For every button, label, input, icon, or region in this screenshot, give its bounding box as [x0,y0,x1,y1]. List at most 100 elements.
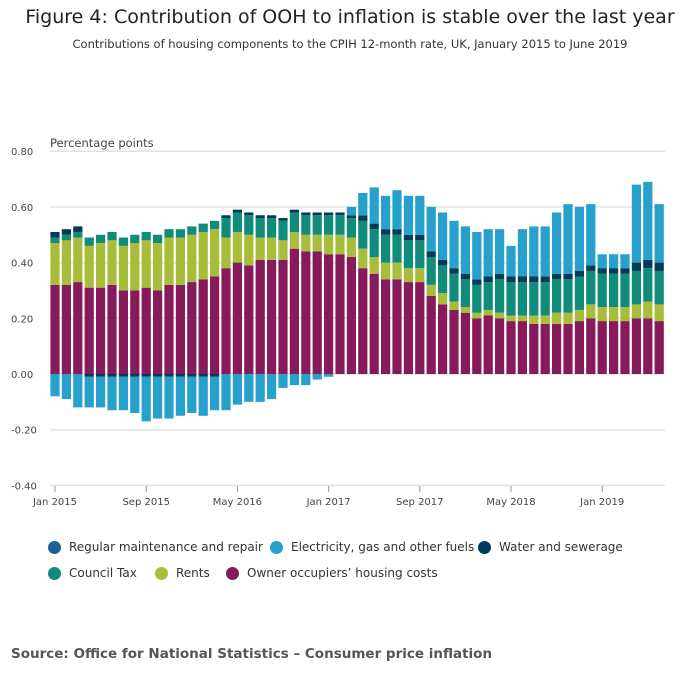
bar-segment [609,254,619,269]
bar-segment [118,237,128,246]
bar-segment [335,254,345,374]
bar-segment [324,374,334,377]
bar-segment [369,229,379,258]
bar-segment [369,187,379,224]
bar-segment [643,301,653,319]
bar-segment [460,307,470,313]
bar-segment [631,262,641,271]
bar-segment [483,315,493,374]
bar-segment [244,374,254,402]
legend-item[interactable]: Council Tax [48,566,137,580]
bar-segment [198,279,208,374]
bar-segment [460,226,470,274]
bar-segment [517,282,527,316]
bar-segment [61,240,71,285]
bar-segment [153,376,163,419]
bar-segment [460,312,470,374]
legend-swatch-icon [270,540,283,554]
bar-segment [164,229,174,238]
bar-segment [597,273,607,308]
legend-item[interactable]: Regular maintenance and repair [48,540,263,554]
bar-segment [210,374,220,377]
bar-segment [597,254,607,269]
bar-segment [324,215,334,235]
bar-segment [540,315,550,324]
bar-segment [96,374,106,377]
bar-segment [506,245,516,277]
bar-segment [540,276,550,283]
bar-segment [312,212,322,216]
legend-label: Council Tax [69,566,137,580]
bar-segment [381,262,391,280]
bar-segment [609,273,619,308]
bar-segment [187,376,197,413]
bar-segment [574,276,584,310]
x-tick-label: Sep 2017 [396,497,443,508]
legend-item[interactable]: Electricity, gas and other fuels [270,540,474,554]
bar-segment [563,312,573,324]
bar-segment [426,257,436,285]
bar-segment [210,376,220,411]
bar-segment [381,195,391,230]
legend-item[interactable]: Water and sewerage [478,540,623,554]
bar-segment [141,231,151,241]
bar-segment [84,245,94,288]
bar-segment [267,374,277,400]
bar-segment [210,276,220,374]
bar-segment [346,218,356,238]
bar-segment [403,268,413,283]
bar-segment [403,195,413,235]
bar-segment [369,223,379,230]
bar-segment [278,218,288,221]
bar-segment [187,282,197,374]
bar-segment [50,284,60,374]
bar-segment [506,276,516,283]
bar-segment [483,309,493,316]
bar-segment [221,215,231,219]
bar-segment [529,226,539,277]
bar-segment [164,284,174,374]
bar-segment [449,309,459,374]
bar-segment [472,312,482,319]
bar-segment [620,321,630,374]
bar-segment [73,282,83,374]
y-tick-label: 0.60 [11,203,33,214]
bar-segment [84,376,94,408]
bar-segment [460,279,470,308]
legend-item[interactable]: Rents [155,566,210,580]
bar-segment [472,279,482,285]
bar-segment [403,234,413,241]
bar-segment [232,262,242,374]
bar-segment [244,212,254,216]
bar-segment [118,290,128,374]
bar-segment [50,243,60,285]
bar-segment [301,215,311,235]
bar-segment [221,237,231,269]
y-tick-label: -0.20 [11,426,37,437]
bar-segment [483,276,493,283]
bar-segment [346,215,356,219]
bar-segment [221,218,231,238]
bar-segment [540,282,550,316]
bar-segment [198,376,208,416]
bar-segment [574,309,584,322]
bar-segment [381,234,391,263]
bar-segment [164,374,174,377]
legend-item[interactable]: Owner occupiers’ housing costs [226,566,438,580]
bar-segment [153,243,163,291]
bar-segment [574,206,584,271]
bar-segment [61,374,71,400]
bar-segment [175,237,185,285]
bar-segment [597,307,607,322]
bar-segment [221,374,231,411]
bar-segment [324,254,334,374]
bar-segment [643,259,653,269]
bar-segment [346,257,356,374]
bar-segment [301,234,311,252]
bar-segment [392,229,402,235]
bar-segment [643,268,653,302]
bar-segment [392,234,402,263]
bar-segment [210,229,220,277]
bar-segment [255,215,265,219]
bar-segment [278,240,288,260]
